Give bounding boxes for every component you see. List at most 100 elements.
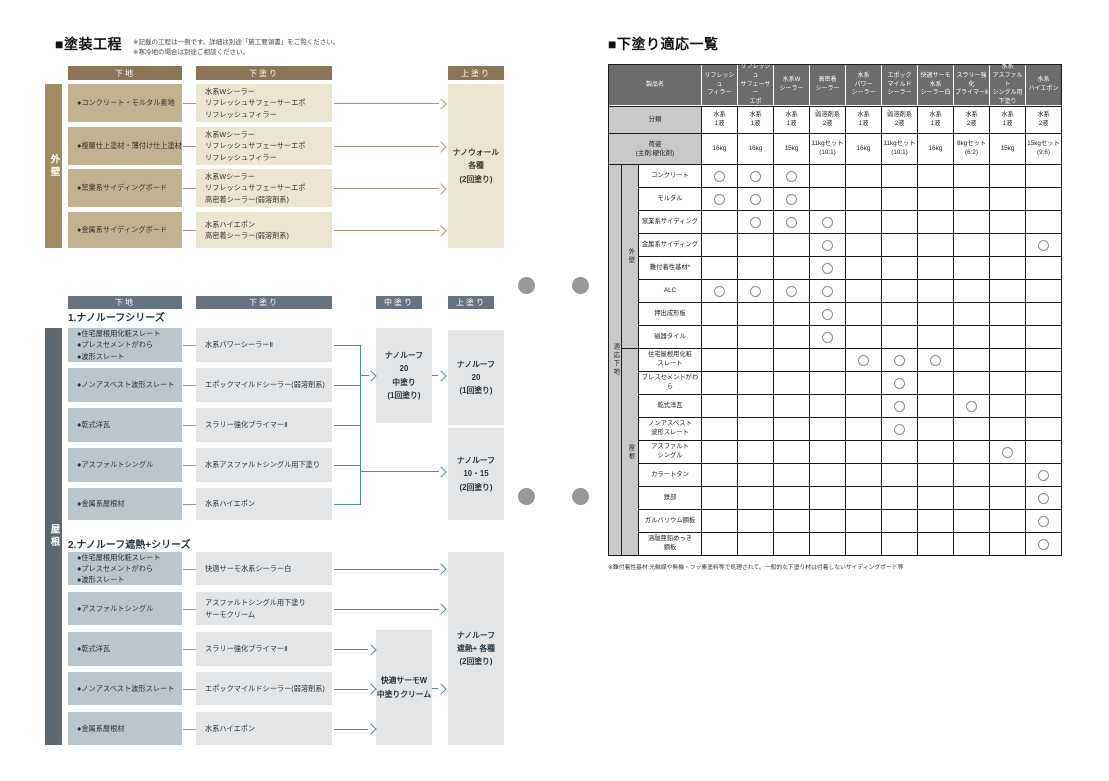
compat-cell <box>846 441 881 463</box>
compat-cell <box>882 211 917 233</box>
compat-cell <box>990 303 1025 325</box>
compat-cell <box>774 533 809 555</box>
compat-cell <box>954 234 989 256</box>
compat-cell <box>846 326 881 348</box>
compat-cell <box>810 441 845 463</box>
compat-cell <box>954 418 989 440</box>
substrate-box: ●住宅屋根用化粧スレート ●プレスセメントがわら ●波形スレート <box>68 552 182 585</box>
compat-cell <box>1026 441 1061 463</box>
compat-cell <box>990 280 1025 302</box>
compat-cell <box>702 418 737 440</box>
compat-cell <box>846 487 881 509</box>
series1-title: 1.ナノルーフシリーズ <box>68 313 165 324</box>
compat-circle-icon <box>1038 538 1049 550</box>
substrate-row-label: 溶融亜鉛めっき 鋼板 <box>639 533 701 555</box>
package-cell: 16kg <box>846 134 881 164</box>
compat-cell <box>702 280 737 302</box>
compat-cell <box>882 372 917 394</box>
compat-cell <box>882 510 917 532</box>
exterior-header-undercoat: 下塗り <box>196 66 332 80</box>
substrate-row-label: 住宅屋根用化粧 スレート <box>639 349 701 371</box>
flow-line <box>183 188 196 189</box>
undercoat-box: 水系ハイエポン <box>196 488 332 520</box>
package-cell: 11kgセット (10:1) <box>810 134 845 164</box>
compat-cell <box>918 464 953 486</box>
compat-circle-icon <box>750 193 761 205</box>
classification-cell: 水系 2液 <box>954 107 989 133</box>
divider-dot <box>518 488 535 505</box>
compat-circle-icon <box>1038 492 1049 504</box>
flow-line <box>334 465 361 466</box>
compat-circle-icon <box>894 354 905 366</box>
note-line-1: ※記載の工程は一例です。詳細は別途「施工要領書」をご覧ください。 <box>133 39 340 46</box>
compat-cell <box>954 188 989 210</box>
compat-cell <box>774 372 809 394</box>
compat-cell <box>990 234 1025 256</box>
compat-cell <box>882 395 917 417</box>
compat-cell <box>1026 533 1061 555</box>
flow-line <box>334 103 439 104</box>
compat-cell <box>738 395 773 417</box>
compat-cell <box>702 464 737 486</box>
package-cell: 15kgセット (9:6) <box>1026 134 1061 164</box>
arrowhead-icon <box>435 465 447 478</box>
compat-cell <box>990 372 1025 394</box>
compat-cell <box>738 234 773 256</box>
compat-cell <box>990 165 1025 187</box>
flow-line <box>334 345 361 346</box>
compat-cell <box>810 303 845 325</box>
compat-cell <box>882 464 917 486</box>
compat-cell <box>846 303 881 325</box>
compat-cell <box>918 303 953 325</box>
compat-cell <box>882 326 917 348</box>
substrate-box: ●金属系サイディングボード <box>68 212 182 248</box>
compat-cell <box>810 510 845 532</box>
arrowhead-icon <box>435 224 447 237</box>
compat-cell <box>954 372 989 394</box>
substrate-box: ●コンクリート・モルタル素地 <box>68 84 182 122</box>
classification-cell: 弱溶剤系 2液 <box>882 107 917 133</box>
compat-circle-icon <box>714 193 725 205</box>
compat-circle-icon <box>786 285 797 297</box>
flow-line <box>183 649 196 650</box>
compat-cell <box>774 303 809 325</box>
compat-cell <box>882 234 917 256</box>
series1-midcoat-box: ナノルーフ 20 中塗り (1回塗り) <box>376 328 432 423</box>
compat-cell <box>882 418 917 440</box>
substrate-row-label: プレスセメントがわら <box>639 372 701 394</box>
compat-cell <box>954 441 989 463</box>
compat-cell <box>774 257 809 279</box>
compat-cell <box>954 510 989 532</box>
substrate-box: ●アスファルトシングル <box>68 448 182 482</box>
compat-cell <box>918 372 953 394</box>
compat-cell <box>738 464 773 486</box>
painting-process-title: ■塗装工程 <box>55 36 122 52</box>
substrate-box: ●複層仕上塗材・薄付け仕上塗材 <box>68 127 182 165</box>
compat-cell <box>738 303 773 325</box>
undercoat-box: スラリー強化プライマーⅡ <box>196 632 332 666</box>
undercoat-box: アスファルトシングル用下塗り サーモクリーム <box>196 592 332 625</box>
flow-line <box>183 425 196 426</box>
table-footnote: ※難付着性基材:光触媒や無機・フッ素塗料等で処理されて、一般的な下塗り材は付着し… <box>608 565 904 571</box>
flow-line <box>183 230 196 231</box>
compat-cell <box>918 487 953 509</box>
compat-cell <box>918 280 953 302</box>
product-header-cell: スラリー強化 プライマーⅡ <box>954 65 989 105</box>
primer-compatibility-table: 製品名 リフレッシュ フィラー リフレッシュ サフェーサー エポ 水系W シーラー 高密… <box>608 64 1062 556</box>
compat-cell <box>1026 487 1061 509</box>
arrowhead-icon <box>435 603 447 615</box>
compat-cell <box>990 326 1025 348</box>
substrate-box: ●ノンアスベスト波形スレート <box>68 672 182 705</box>
substrate-group-label: 屋根 <box>622 349 638 555</box>
compat-cell <box>990 257 1025 279</box>
substrate-row-label: ノンアスベスト 波形スレート <box>639 418 701 440</box>
compat-cell <box>702 257 737 279</box>
compat-cell <box>810 349 845 371</box>
series2-midcoat-box: 快適サーモW 中塗りクリーム <box>376 630 432 745</box>
compat-cell <box>810 326 845 348</box>
compat-cell <box>810 257 845 279</box>
flow-line <box>334 688 368 690</box>
compat-circle-icon <box>894 400 905 412</box>
compat-cell <box>810 188 845 210</box>
compat-cell <box>774 441 809 463</box>
